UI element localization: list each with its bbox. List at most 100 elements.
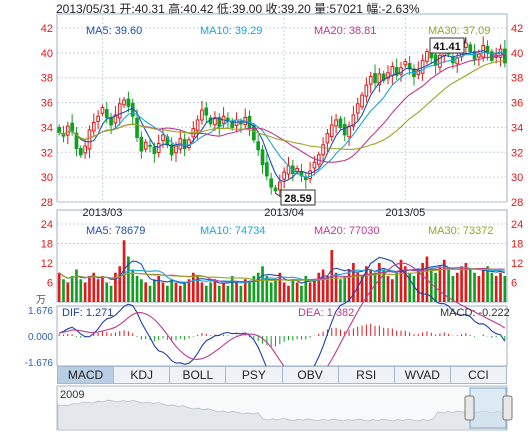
volume-bar	[243, 279, 247, 302]
tab-wvad[interactable]: WVAD	[395, 367, 451, 383]
volume-bar	[455, 272, 459, 302]
tab-obv[interactable]: OBV	[283, 367, 339, 383]
volume-bar	[269, 282, 273, 302]
range-navigator[interactable]: 2009	[0, 384, 530, 432]
volume-bar	[494, 276, 498, 302]
volume-bar	[438, 266, 442, 302]
candle-body	[122, 99, 126, 106]
volume-tick-right: 12	[511, 258, 523, 270]
volume-bar	[122, 240, 126, 302]
date-tick-label: 2013/03	[83, 207, 123, 219]
high-callout-pointer	[463, 37, 467, 46]
macd-tick: 1.676	[28, 306, 53, 317]
volume-bar	[148, 285, 152, 302]
volume-bar	[62, 279, 65, 302]
candle-body	[152, 146, 157, 155]
stock-chart: 2013/05/31 开:40.31 高:40.42 低:39.00 收:39.…	[25, 1, 523, 366]
tab-boll[interactable]: BOLL	[170, 367, 227, 383]
volume-bar	[416, 269, 420, 302]
volume-bar	[131, 269, 135, 302]
candle-body	[368, 75, 373, 85]
price-tick-right: 32	[511, 147, 523, 159]
candle-body	[126, 98, 131, 107]
volume-bar	[75, 269, 78, 302]
navigator-left-handle[interactable]	[464, 395, 475, 421]
volume-bar	[153, 279, 156, 302]
price-tick-left: 28	[41, 197, 53, 209]
macd-panel	[56, 305, 508, 366]
volume-bar	[382, 269, 386, 302]
volume-bar	[287, 285, 290, 302]
volume-bar	[79, 279, 83, 302]
tab-rsi[interactable]: RSI	[339, 367, 395, 383]
volume-bar	[412, 276, 416, 302]
tab-psy[interactable]: PSY	[226, 367, 283, 383]
candle-body	[360, 94, 364, 108]
candle-body	[256, 141, 261, 151]
volume-bar	[460, 266, 463, 302]
candle-body	[100, 107, 105, 114]
volume-bars	[57, 240, 507, 302]
candle-body	[273, 187, 278, 192]
volume-bar	[326, 276, 329, 302]
navigator-year-label: 2009	[60, 389, 84, 401]
volume-bar	[70, 276, 74, 302]
vol-legend-5: MA5: 78679	[86, 225, 145, 237]
tab-macd[interactable]: MACD	[58, 367, 115, 383]
volume-bar	[127, 256, 130, 302]
volume-bar	[88, 276, 91, 302]
price-tick-left: 38	[41, 73, 53, 85]
volume-bar	[369, 269, 373, 302]
volume-bar	[183, 282, 186, 302]
candle-body	[139, 136, 144, 152]
volume-bar	[248, 282, 251, 302]
volume-bar	[464, 263, 468, 302]
candle-body	[472, 51, 477, 60]
volume-bar	[486, 266, 489, 302]
tab-kdj[interactable]: KDJ	[114, 367, 171, 383]
volume-bar	[291, 279, 295, 302]
volume-bar	[209, 282, 212, 302]
volume-bar	[204, 285, 208, 302]
candle-body	[83, 145, 87, 154]
volume-bar	[144, 282, 148, 302]
candle-body	[169, 144, 174, 156]
navigator-right-handle[interactable]	[502, 395, 513, 421]
candle-body	[342, 123, 347, 136]
volume-bar	[222, 282, 225, 302]
price-tick-left: 36	[41, 98, 53, 110]
volume-bar	[282, 282, 286, 302]
candle-body	[351, 114, 356, 127]
volume-bar	[360, 276, 364, 302]
candle-body	[96, 115, 100, 122]
volume-bar	[399, 259, 403, 302]
volume-bar	[300, 285, 303, 302]
volume-bar	[451, 276, 455, 302]
low-callout-pointer	[275, 192, 282, 198]
candle-body	[468, 44, 473, 53]
volume-bar	[252, 276, 256, 302]
volume-bar	[118, 266, 122, 302]
navigator-window[interactable]	[469, 387, 507, 429]
dif-line	[58, 256, 506, 366]
volume-bar	[473, 272, 476, 302]
candle-body	[438, 54, 442, 68]
volume-bar	[114, 272, 117, 302]
volume-bar	[256, 272, 260, 302]
candle-body	[135, 117, 139, 138]
volume-bar	[157, 276, 161, 302]
candle-body	[269, 178, 274, 188]
volume-bar	[295, 282, 299, 302]
volume-bar	[373, 272, 377, 302]
volume-bar	[101, 276, 104, 302]
price-ma5-line	[58, 50, 506, 183]
macd-unit: 万	[36, 295, 46, 306]
volume-bar	[187, 279, 191, 302]
volume-bar	[226, 285, 230, 302]
price-tick-right: 30	[511, 172, 523, 184]
tab-cci[interactable]: CCI	[468, 368, 489, 382]
candle-body	[321, 144, 325, 156]
candle-body	[490, 51, 494, 61]
candle-body	[464, 42, 468, 48]
volume-bar	[304, 276, 308, 302]
